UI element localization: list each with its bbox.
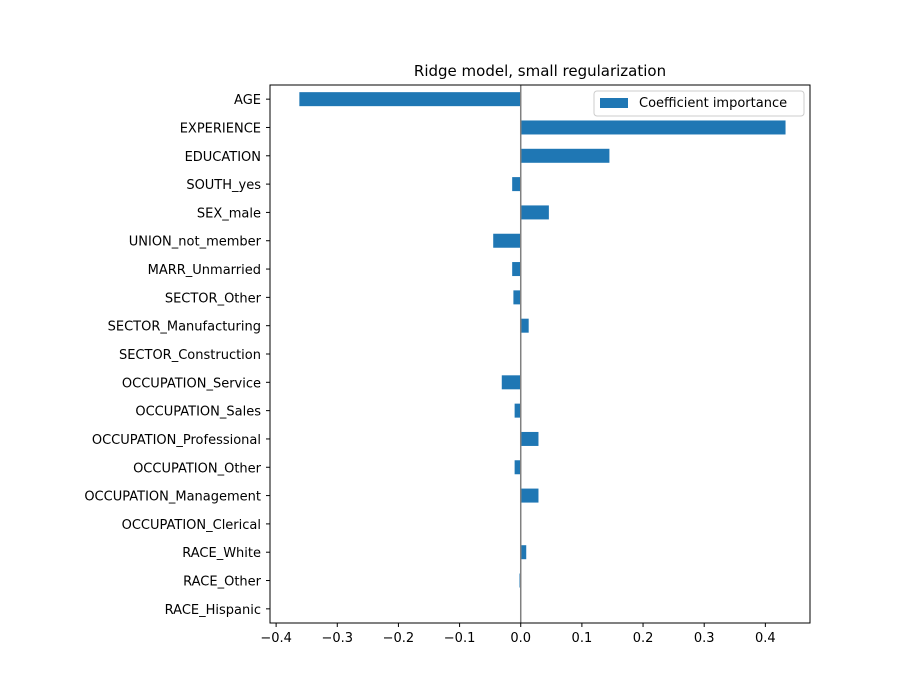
- bar-marr-unmarried: [512, 262, 521, 277]
- axes-frame: [269, 84, 811, 624]
- bar-occupation-other: [514, 460, 521, 475]
- y-tick-label: RACE_Other: [183, 575, 262, 590]
- x-tick-label: 0.2: [633, 631, 654, 646]
- y-tick-label: OCCUPATION_Service: [122, 376, 261, 391]
- bar-experience: [520, 120, 786, 135]
- y-tick-label: OCCUPATION_Other: [133, 461, 262, 476]
- x-tick-label: 0.1: [572, 631, 593, 646]
- bar-sector-manufacturing: [520, 318, 529, 333]
- bar-education: [520, 148, 610, 163]
- x-tick-label: −0.1: [444, 631, 476, 646]
- bar-age: [299, 92, 521, 107]
- y-tick-label: OCCUPATION_Management: [84, 490, 261, 505]
- y-tick-label: AGE: [234, 93, 261, 108]
- y-tick-label: EXPERIENCE: [180, 121, 261, 136]
- y-tick-label: SEX_male: [197, 206, 261, 221]
- y-tick-label: SOUTH_yes: [186, 178, 261, 193]
- legend-label: Coefficient importance: [639, 96, 787, 111]
- y-tick-label: SECTOR_Other: [165, 291, 262, 306]
- legend: Coefficient importance: [593, 90, 805, 117]
- bar-occupation-professional: [520, 431, 539, 446]
- x-tick-label: 0.3: [694, 631, 715, 646]
- y-tick-label: OCCUPATION_Clerical: [122, 518, 261, 533]
- x-tick-label: −0.2: [383, 631, 415, 646]
- bar-south-yes: [512, 177, 521, 192]
- bar-occupation-management: [520, 488, 539, 503]
- x-tick-label: −0.4: [260, 631, 292, 646]
- bar-occupation-sales: [514, 403, 521, 418]
- legend-box: [593, 90, 805, 117]
- legend-swatch: [600, 98, 628, 108]
- x-tick-label: −0.3: [321, 631, 353, 646]
- x-tick-label: 0.0: [510, 631, 531, 646]
- y-tick-label: RACE_Hispanic: [165, 603, 261, 618]
- bar-occupation-service: [501, 375, 521, 390]
- y-tick-label: RACE_White: [182, 546, 261, 561]
- y-tick-label: UNION_not_member: [129, 235, 262, 250]
- y-tick-label: SECTOR_Construction: [119, 348, 261, 363]
- bar-union-not-member: [493, 233, 521, 248]
- y-tick-label: MARR_Unmarried: [148, 263, 261, 278]
- y-tick-label: OCCUPATION_Sales: [135, 405, 261, 420]
- x-tick-label: 0.4: [755, 631, 776, 646]
- y-tick-label: SECTOR_Manufacturing: [108, 320, 261, 335]
- chart-title: Ridge model, small regularization: [414, 62, 666, 80]
- bar-sector-other: [513, 290, 521, 305]
- bar-race-white: [520, 545, 527, 560]
- y-tick-label: EDUCATION: [185, 150, 261, 165]
- y-tick-label: OCCUPATION_Professional: [92, 433, 261, 448]
- bar-sex-male: [520, 205, 549, 220]
- plot-area: AGE EXPERIENCE EDUCATION SOUTH_yes SEX_male U…: [84, 84, 811, 646]
